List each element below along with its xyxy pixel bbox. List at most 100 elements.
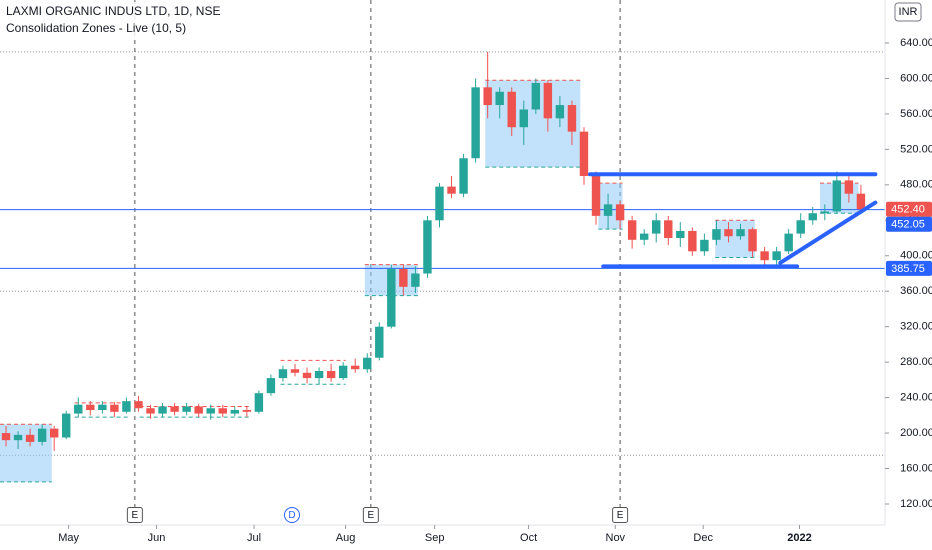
y-tick-label: 520.00 <box>900 143 932 155</box>
chart-title: LAXMI ORGANIC INDUS LTD, 1D, NSE <box>6 4 220 18</box>
price-label-box <box>886 216 932 232</box>
x-tick-label: Jul <box>247 532 261 544</box>
candle-body <box>13 434 23 441</box>
candle-body <box>242 410 252 412</box>
candle-body <box>748 229 757 252</box>
candle-body <box>760 251 769 261</box>
candle-body <box>652 220 661 234</box>
candle-body <box>507 91 516 128</box>
candle-body <box>700 239 709 252</box>
candle-body <box>844 180 854 194</box>
candle-body <box>603 204 613 216</box>
candle-body <box>49 428 59 438</box>
candle-body <box>483 87 492 106</box>
indicator-label: Consolidation Zones - Live (10, 5) <box>6 21 186 35</box>
x-tick-label: Oct <box>520 532 537 544</box>
candle-body <box>820 211 830 214</box>
y-tick-label: 600.00 <box>900 72 932 84</box>
y-tick-label: 640.00 <box>900 37 932 49</box>
candle-body <box>688 230 697 252</box>
candle-body <box>266 378 276 394</box>
candle-body <box>447 186 456 194</box>
candle-body <box>375 326 384 358</box>
candle-body <box>182 406 191 412</box>
candle-body <box>338 365 348 379</box>
candle-body <box>495 91 504 106</box>
event-marker <box>283 507 300 523</box>
candle-body <box>423 220 432 274</box>
candle-body <box>459 158 468 194</box>
candle-body <box>194 406 203 414</box>
candle-body <box>278 369 288 379</box>
candle-body <box>110 404 119 412</box>
event-marker <box>362 507 379 523</box>
legend-background <box>2 2 234 38</box>
event-marker <box>612 507 629 523</box>
candle-body <box>832 180 842 212</box>
candle-body <box>796 220 805 234</box>
y-tick-label: 360.00 <box>900 285 932 297</box>
y-tick-label: 320.00 <box>900 321 932 333</box>
candle-body <box>206 408 215 414</box>
candle-body <box>170 406 179 412</box>
candle-body <box>62 413 71 438</box>
candle-body <box>627 220 637 240</box>
candle-body <box>350 365 360 370</box>
candle-body <box>808 213 817 221</box>
event-label: E <box>617 510 624 521</box>
event-label: E <box>368 510 375 521</box>
price-label-box <box>886 201 932 217</box>
candle-body <box>435 186 444 221</box>
x-tick-label: May <box>58 532 79 544</box>
candle-body <box>724 229 733 237</box>
currency-label[interactable]: INR <box>899 6 918 18</box>
event-marker <box>126 507 143 523</box>
candle-body <box>254 393 264 412</box>
candle-body <box>555 105 565 119</box>
candle-body <box>543 82 553 119</box>
candle-body <box>399 269 408 287</box>
candle-body <box>1 433 11 441</box>
y-tick-label: 400.00 <box>900 250 932 262</box>
x-tick-label: 2022 <box>787 532 811 544</box>
candle-body <box>302 372 312 379</box>
x-tick-label: Sep <box>425 532 445 544</box>
candle-body <box>230 410 240 414</box>
price-label: 452.05 <box>891 219 925 231</box>
candle-body <box>471 87 480 159</box>
candle-body <box>411 273 420 287</box>
y-tick-label: 200.00 <box>900 427 932 439</box>
x-tick-label: Dec <box>693 532 713 544</box>
candle-body <box>676 230 685 239</box>
candle-body <box>98 404 107 411</box>
x-tick-label: Jun <box>148 532 166 544</box>
trend-line <box>778 200 878 265</box>
candle-body <box>856 193 866 210</box>
candle-body <box>531 82 541 110</box>
y-tick-label: 160.00 <box>900 462 932 474</box>
candle-body <box>772 251 781 261</box>
candle-body <box>712 229 721 240</box>
candle-body <box>519 109 528 128</box>
candle-body <box>387 269 396 327</box>
candle-body <box>639 233 649 240</box>
candle-body <box>74 404 83 414</box>
candle-body <box>146 408 155 414</box>
price-label: 452.40 <box>891 204 925 216</box>
x-tick-label: Aug <box>336 532 356 544</box>
event-label: D <box>288 510 295 521</box>
currency-box[interactable] <box>894 2 922 22</box>
candle-body <box>591 175 601 216</box>
price-label-box <box>886 260 932 276</box>
candle-body <box>134 401 143 409</box>
candle-body <box>290 369 300 373</box>
candle-body <box>567 105 577 132</box>
candle-body <box>314 371 324 379</box>
candle-body <box>37 428 47 442</box>
candle-body <box>218 408 227 414</box>
y-tick-label: 240.00 <box>900 392 932 404</box>
candle-body <box>579 131 589 176</box>
x-tick-label: Nov <box>606 532 626 544</box>
